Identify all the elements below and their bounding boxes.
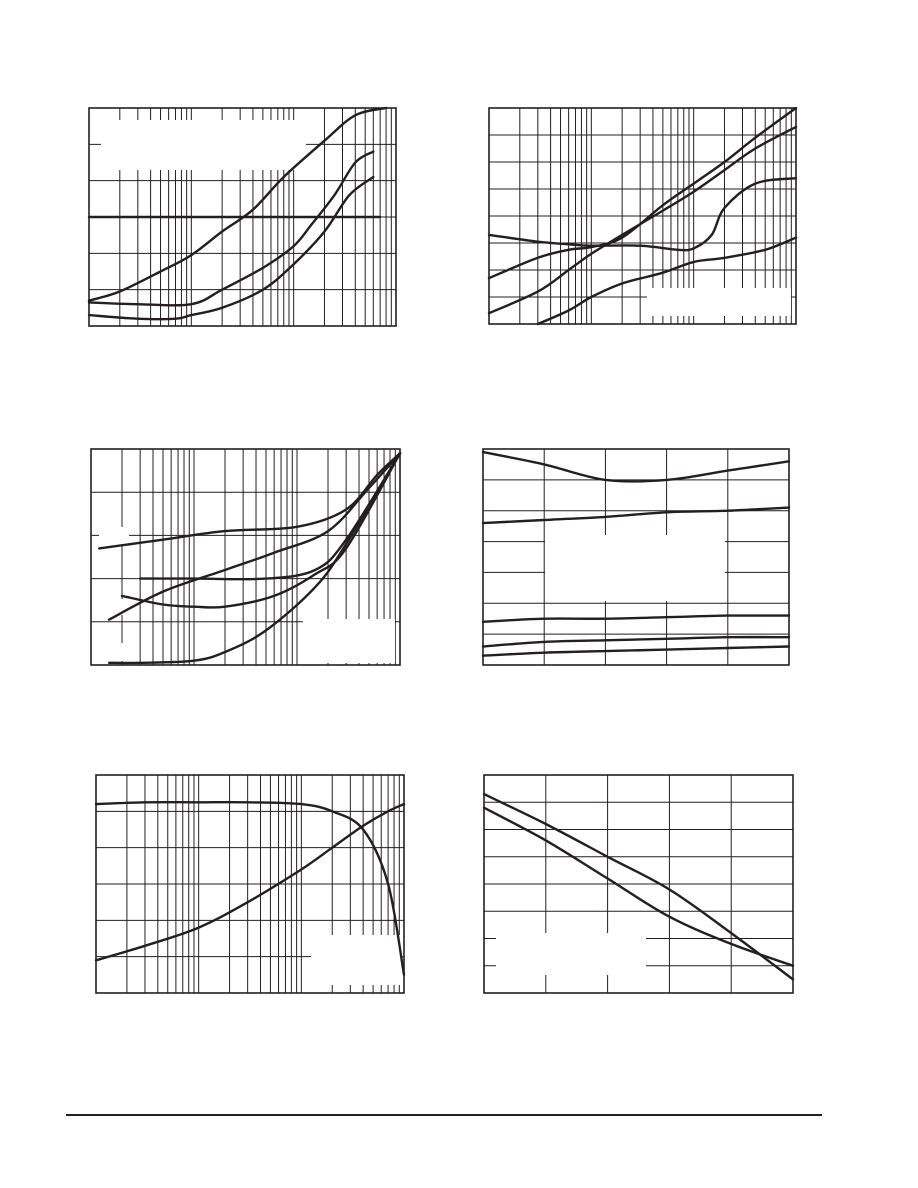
series-line-2 — [482, 806, 795, 967]
series-line-1 — [94, 800, 406, 976]
series-line-5 — [481, 645, 791, 657]
chart-1 — [87, 106, 397, 327]
series-line-1 — [481, 450, 791, 483]
series-line-1 — [98, 452, 402, 550]
plot-frame — [95, 774, 405, 994]
label-area — [101, 120, 306, 170]
plot-frame — [483, 774, 794, 994]
label-area — [99, 527, 129, 545]
series-line-1 — [482, 792, 795, 981]
series-line-2 — [107, 452, 402, 621]
series-line-4 — [536, 236, 798, 326]
series-line-2 — [481, 506, 791, 525]
series-line-2 — [487, 125, 798, 315]
label-area — [99, 643, 135, 661]
series-line-4 — [120, 452, 402, 609]
series-line-1 — [87, 106, 388, 302]
label-area — [311, 935, 401, 985]
label-area — [496, 933, 646, 975]
plot-frame — [482, 448, 790, 666]
chart-5 — [94, 774, 406, 994]
series-line-4 — [481, 635, 791, 648]
footer-rule — [66, 1114, 822, 1116]
chart-3 — [90, 448, 402, 666]
series-line-2 — [94, 802, 406, 962]
label-area — [99, 599, 129, 615]
plot-frame — [88, 107, 397, 327]
series-line-3 — [87, 175, 375, 321]
chart-2 — [487, 106, 798, 326]
plot-frame — [90, 448, 401, 666]
series-line-3 — [487, 177, 798, 252]
series-line-3 — [138, 452, 402, 581]
plot-frame — [488, 107, 797, 325]
label-area — [545, 535, 725, 601]
label-area — [647, 288, 791, 316]
chart-4 — [481, 448, 791, 666]
series-line-2 — [87, 150, 375, 307]
chart-6 — [482, 774, 795, 994]
series-line-5 — [107, 452, 402, 665]
label-area — [303, 619, 395, 663]
grid-lines — [91, 449, 400, 665]
series-line-3 — [481, 614, 791, 623]
